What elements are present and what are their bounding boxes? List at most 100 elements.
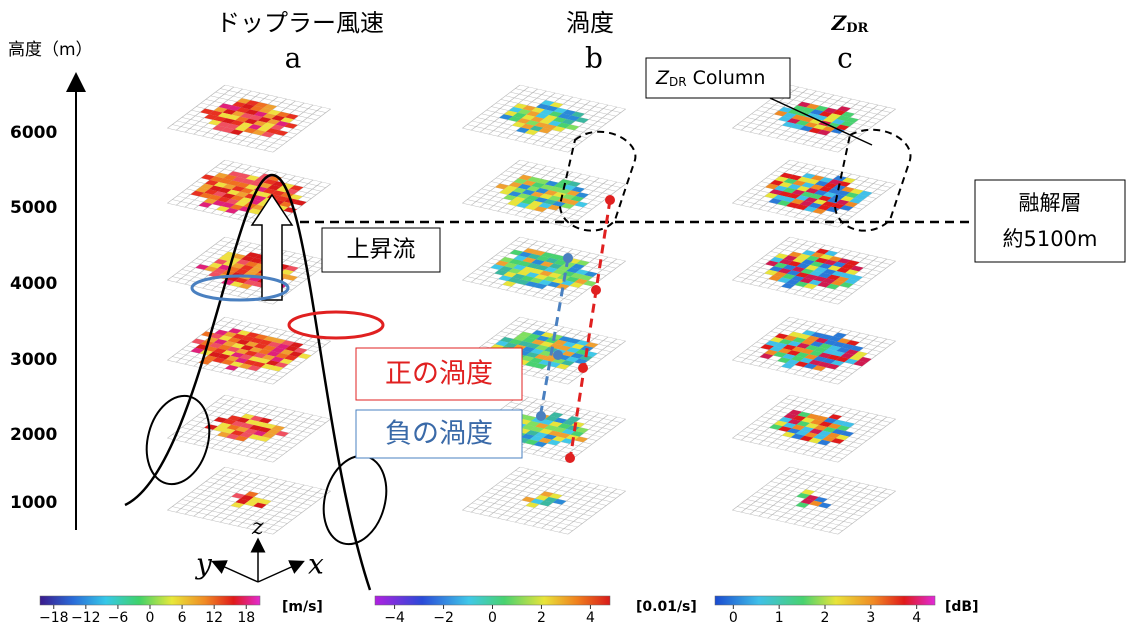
radar-cell — [787, 419, 802, 425]
radar-cell — [513, 103, 528, 110]
radar-cell — [839, 282, 854, 288]
radar-cell — [571, 111, 585, 118]
radar-cell — [813, 124, 827, 130]
radar-cell — [788, 174, 802, 181]
radar-cell — [574, 358, 589, 365]
radar-cell — [575, 269, 589, 276]
radar-cell — [243, 279, 257, 286]
radar-cell — [199, 192, 213, 199]
radar-cell — [853, 360, 867, 367]
radar-cell — [539, 193, 553, 200]
radar-cell — [561, 351, 576, 357]
radar-cell — [280, 117, 294, 124]
slab — [166, 159, 332, 228]
radar-cell — [230, 502, 245, 508]
radar-cell — [792, 337, 806, 344]
slab — [166, 316, 332, 385]
radar-cell — [840, 196, 855, 202]
radar-cell — [799, 125, 814, 132]
radar-cell — [787, 341, 802, 347]
radar-cell — [774, 176, 789, 183]
radar-cell — [548, 421, 563, 428]
radar-cell — [503, 262, 518, 269]
radar-cell — [826, 274, 841, 281]
radar-cell — [764, 349, 778, 356]
radar-cell — [230, 120, 245, 126]
radar-cell — [769, 337, 784, 343]
radar-cell — [271, 115, 286, 122]
radar-cell — [239, 354, 253, 360]
slab — [461, 466, 627, 535]
radar-cell — [521, 424, 536, 431]
radar-cell — [822, 269, 837, 275]
radar-cell — [518, 251, 532, 258]
radar-cell — [791, 114, 806, 121]
radar-cell — [788, 251, 802, 258]
radar-cell — [567, 416, 581, 422]
radar-cell — [231, 421, 245, 427]
colorbar-label: 4 — [912, 610, 921, 626]
radar-cell — [540, 261, 554, 268]
radar-cell — [781, 353, 796, 360]
radar-cell — [841, 343, 855, 350]
radar-cell — [540, 100, 555, 106]
radar-cell — [769, 257, 784, 263]
radar-cell — [804, 197, 818, 203]
colorbar-label: −18 — [39, 610, 69, 626]
radar-cell — [209, 176, 224, 183]
radar-cell — [814, 347, 828, 353]
radar-cell — [553, 417, 568, 424]
radar-cell — [799, 200, 814, 207]
negative-box — [355, 409, 523, 459]
radar-cell — [802, 330, 816, 336]
radar-cell — [806, 413, 820, 420]
radar-cell — [253, 111, 268, 118]
overlay: 高度（m） 融解層 約5100m ZDR Column 上昇流 正の渦度 負の渦… — [8, 9, 1126, 626]
radar-cell — [819, 254, 834, 260]
radar-cell — [786, 350, 801, 356]
slab-grid — [741, 502, 848, 528]
radar-cell — [525, 195, 540, 201]
radar-cell — [526, 111, 540, 117]
radar-cell — [522, 180, 536, 187]
radar-cell — [836, 425, 851, 432]
colorbar — [374, 595, 611, 606]
radar-cell — [540, 184, 554, 191]
radar-cell — [837, 338, 851, 344]
radar-cell — [839, 205, 854, 211]
updraft-arrow — [250, 193, 294, 301]
radar-cell — [850, 345, 864, 352]
radar-cell — [245, 341, 259, 348]
radar-cell — [828, 256, 843, 262]
radar-cell — [826, 363, 840, 370]
radar-cell — [198, 202, 213, 208]
slab-grid — [741, 120, 848, 146]
radar-cell — [535, 495, 549, 501]
radar-cell — [539, 270, 553, 277]
radar-cell — [225, 355, 240, 362]
radar-cell — [791, 424, 806, 431]
radar-cell — [544, 415, 559, 422]
colorbar-label: 4 — [586, 610, 595, 626]
positive-box — [355, 347, 523, 401]
radar-cell — [266, 429, 281, 435]
slab-grid — [828, 416, 888, 461]
melting-box — [974, 179, 1126, 263]
colorbar-label: 0 — [488, 610, 497, 626]
radar-cell — [218, 335, 233, 342]
radar-cell — [579, 275, 593, 281]
radar-cell — [494, 269, 508, 276]
radar-cell — [553, 107, 568, 114]
radar-cell — [522, 105, 536, 112]
colorbar-label: −6 — [108, 610, 129, 626]
slab-grid — [167, 128, 274, 153]
radar-cell — [238, 283, 253, 290]
radar-cell — [801, 339, 815, 346]
slab-grid — [462, 128, 569, 153]
radar-cell — [245, 100, 260, 106]
radar-cell — [245, 252, 260, 258]
radar-cell — [289, 194, 303, 201]
radar-cell — [797, 333, 811, 340]
radar-cell — [241, 178, 255, 185]
radar-cell — [499, 189, 513, 195]
